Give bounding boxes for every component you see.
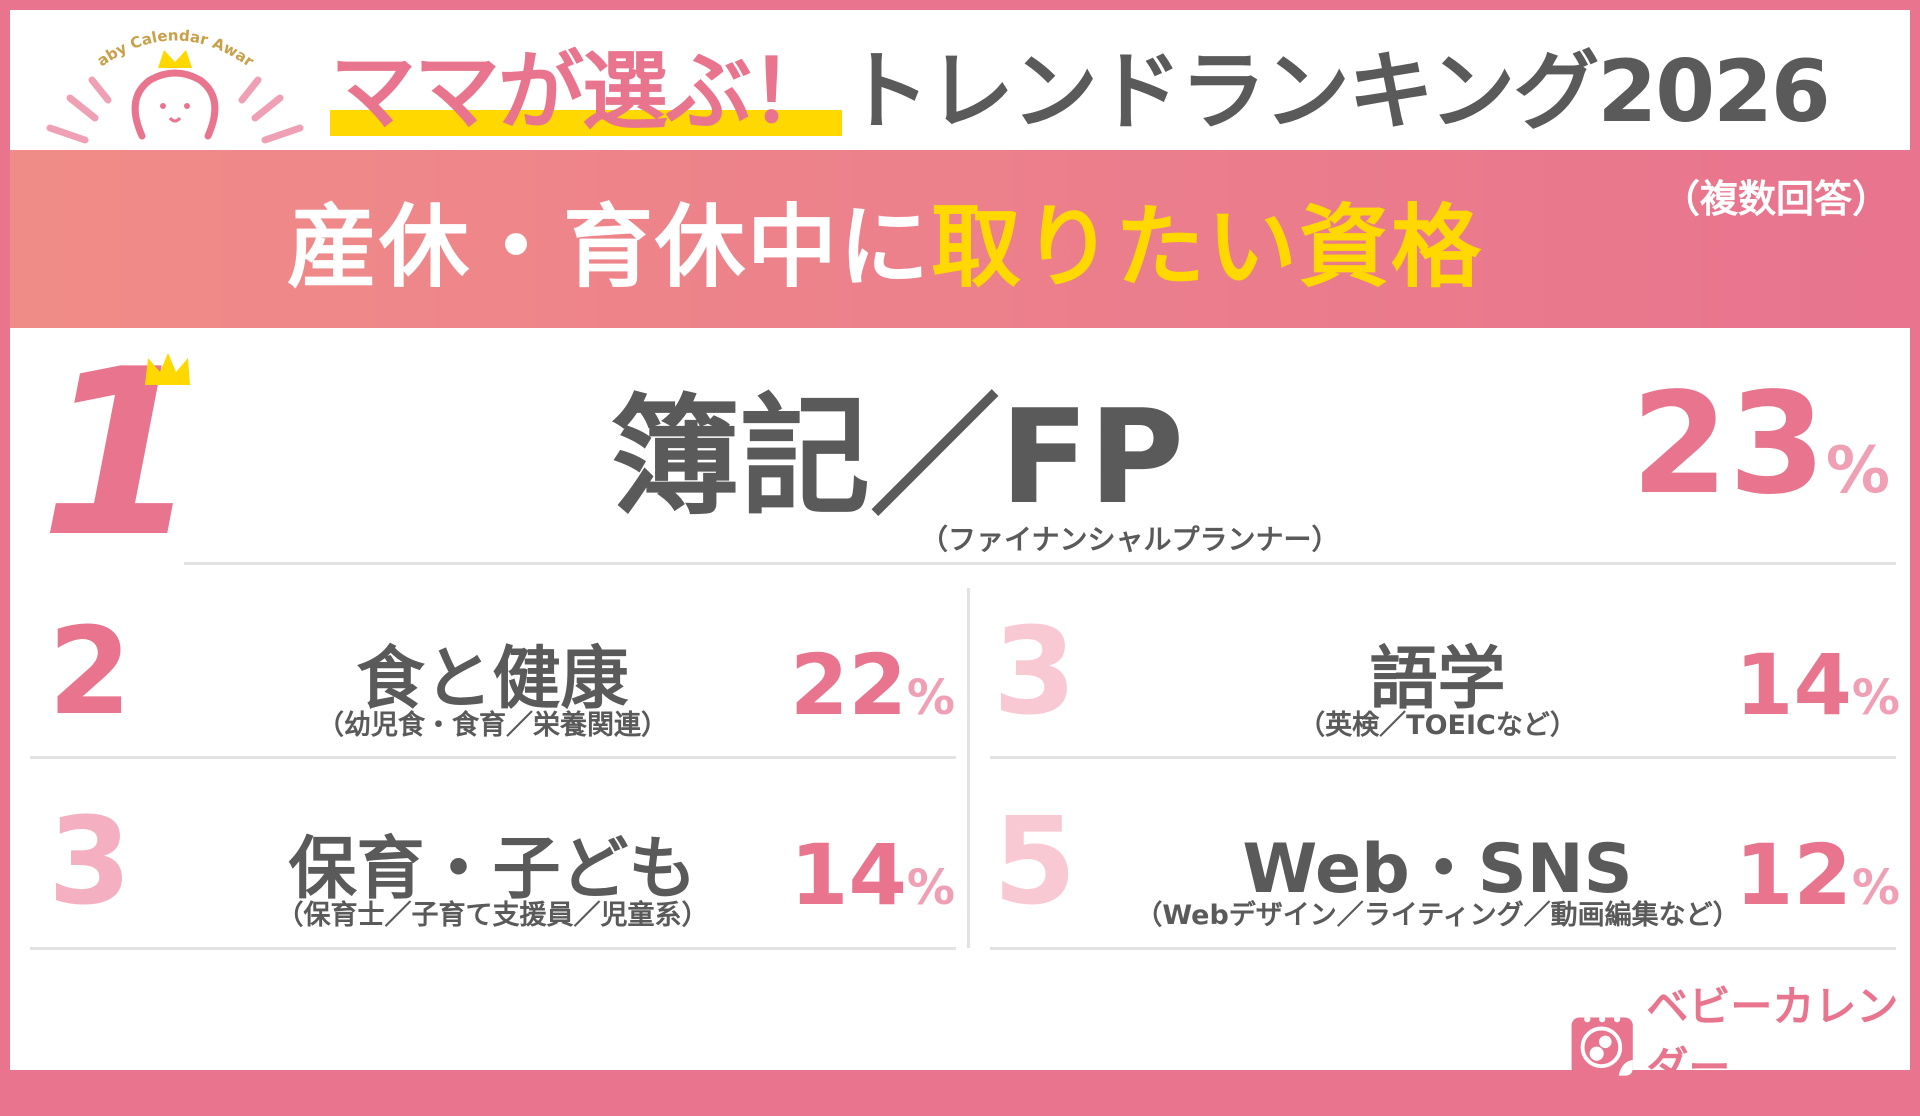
rank-1-item: 1 簿記／FP （ファイナンシャルプランナー） 23% — [10, 340, 1910, 570]
rank-name: 保育・子ども — [288, 830, 697, 909]
rank-3b-item: 3 保育・子ども （保育士／子育て支援員／児童系） 14% — [30, 785, 955, 955]
rank-sub: （Webデザイン／ライティング／動画編集など） — [1135, 900, 1740, 931]
rank-percent: 12% — [1735, 826, 1900, 924]
brand-logo: ベビーカレンダー Baby Calendar — [1570, 973, 1910, 1116]
rank-sub: （保育士／子育て支援員／児童系） — [276, 900, 709, 931]
rank-number: 5 — [993, 793, 1077, 932]
rank-number: 3 — [48, 793, 132, 932]
divider — [990, 947, 1896, 950]
band-prefix: 産休・育休中に — [287, 195, 931, 300]
rank-2-item: 2 食と健康 （幼児食・食育／栄養関連） 22% — [30, 595, 955, 765]
rank-name: Web・SNS — [1242, 830, 1633, 909]
multiple-answer-note: （複数回答） — [1661, 177, 1890, 221]
rank-percent: 22% — [790, 636, 955, 734]
rank-name: 簿記／FP — [610, 381, 1185, 533]
baby-calendar-award-logo: Baby Calendar Award — [30, 18, 304, 144]
rank-percent: 14% — [1735, 636, 1900, 734]
divider — [990, 756, 1896, 759]
rank-sub: （英検／TOEICなど） — [1298, 710, 1577, 741]
divider — [30, 947, 956, 950]
infographic-frame: Baby Calendar Award ママが選ぶ！ トレンドランキング2026… — [10, 10, 1910, 1116]
crown-icon — [145, 353, 190, 385]
brand-name-jp: ベビーカレンダー — [1646, 982, 1899, 1092]
rank-name: 語学 — [1369, 640, 1506, 719]
vertical-divider — [967, 588, 970, 948]
page-title: ママが選ぶ！ トレンドランキング2026 — [330, 28, 1831, 142]
rank-percent: 14% — [790, 826, 955, 924]
rank-percent: 23% — [1631, 363, 1890, 526]
title-highlight: ママが選ぶ！ — [330, 41, 836, 142]
rank-3-item: 3 語学 （英検／TOEICなど） 14% — [975, 595, 1900, 765]
rank-sub: （幼児食・食育／栄養関連） — [317, 710, 668, 741]
baby-calendar-icon — [1571, 1015, 1633, 1076]
svg-text:Baby Calendar Award: Baby Calendar Award — [30, 18, 258, 71]
rank-number: 3 — [993, 603, 1077, 742]
rank-sub: （ファイナンシャルプランナー） — [920, 523, 1340, 556]
brand-name-en: Baby Calendar — [1692, 1095, 1864, 1116]
rank-5-item: 5 Web・SNS （Webデザイン／ライティング／動画編集など） 12% — [975, 785, 1900, 955]
title-rest: トレンドランキング2026 — [844, 41, 1831, 142]
header: Baby Calendar Award ママが選ぶ！ トレンドランキング2026 — [10, 10, 1910, 150]
subtitle-band: 産休・育休中に取りたい資格 （複数回答） — [10, 150, 1910, 328]
rank-number: 2 — [48, 603, 132, 742]
divider — [184, 562, 1896, 565]
rank-name: 食と健康 — [356, 640, 629, 719]
divider — [30, 756, 956, 759]
band-highlight: 取りたい資格 — [931, 195, 1483, 300]
